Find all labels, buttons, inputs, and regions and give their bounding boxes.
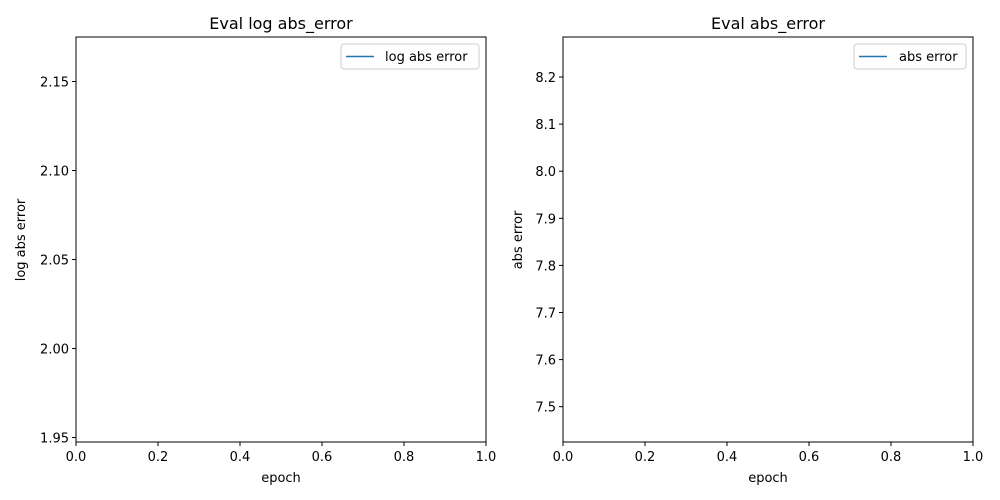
y-tick-label: 7.9 [535,212,556,227]
x-tick-label: 0.4 [230,450,251,465]
y-tick-label: 7.8 [535,259,556,274]
y-axis-label: log abs error [14,198,29,281]
x-tick-label: 0.0 [66,450,87,465]
y-tick-label: 7.7 [535,306,556,321]
plot-area [562,36,974,443]
x-axis: 0.0 0.2 0.4 0.6 0.8 1.0 [66,442,497,465]
x-axis-label: epoch [261,471,301,486]
x-tick-label: 0.4 [717,450,738,465]
y-tick-label: 2.00 [40,343,69,358]
x-axis-label: epoch [748,471,788,486]
y-axis: 1.95 2.00 2.05 2.10 2.15 [40,76,76,447]
legend: log abs error [340,43,480,70]
legend: abs error [853,43,967,70]
legend-box [853,43,967,70]
x-tick-label: 0.2 [148,450,169,465]
y-tick-label: 8.1 [535,118,556,133]
y-tick-label: 2.10 [40,165,69,180]
legend-label-log-abs-error: log abs error [385,50,468,65]
y-tick-label: 8.2 [535,71,556,86]
x-tick-label: 1.0 [476,450,497,465]
x-tick-label: 0.8 [881,450,902,465]
y-tick-label: 8.0 [535,165,556,180]
x-tick-label: 0.6 [312,450,333,465]
y-axis: 7.5 7.6 7.7 7.8 7.9 8.0 8.1 8.2 [535,71,563,416]
x-tick-label: 0.8 [394,450,415,465]
x-axis: 0.0 0.2 0.4 0.6 0.8 1.0 [553,442,984,465]
chart-title: Eval abs_error [711,14,825,34]
y-tick-label: 2.05 [40,254,69,269]
chart-abs-error: Eval abs_error 0.0 0.2 0.4 0.6 0.8 1.0 7.5 7.6… [511,14,983,486]
y-tick-label: 1.95 [40,432,69,447]
legend-box [340,43,480,70]
chart-title: Eval log abs_error [209,14,353,34]
chart-log-abs-error: Eval log abs_error 0.0 0.2 0.4 0.6 0.8 1.0 1.… [14,14,496,486]
legend-label-abs-error: abs error [899,50,958,65]
y-tick-label: 7.5 [535,401,556,416]
x-tick-label: 1.0 [963,450,984,465]
x-tick-label: 0.2 [635,450,656,465]
y-tick-label: 7.6 [535,354,556,369]
x-tick-label: 0.6 [799,450,820,465]
y-axis-label: abs error [511,210,526,269]
y-tick-label: 2.15 [40,76,69,91]
plot-area [75,36,487,443]
x-tick-label: 0.0 [553,450,574,465]
